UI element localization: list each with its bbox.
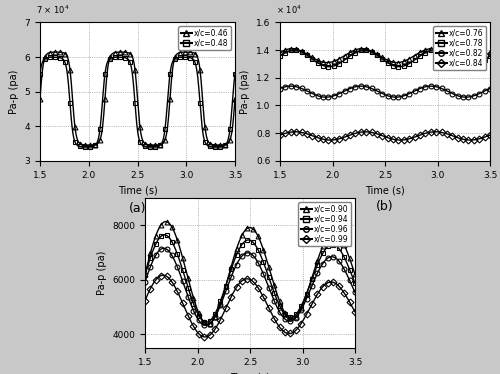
Text: $\times$ 10$^4$: $\times$ 10$^4$ — [276, 3, 301, 15]
Legend: x/c=0.90, x/c=0.94, x/c=0.96, x/c=0.99: x/c=0.90, x/c=0.94, x/c=0.96, x/c=0.99 — [298, 202, 351, 246]
Y-axis label: Pa-p (pa): Pa-p (pa) — [96, 251, 106, 295]
Legend: x/c=0.46, x/c=0.48: x/c=0.46, x/c=0.48 — [178, 26, 231, 50]
X-axis label: Time (s): Time (s) — [230, 372, 270, 374]
Y-axis label: Pa-p (pa): Pa-p (pa) — [240, 70, 250, 114]
Legend: x/c=0.76, x/c=0.78, x/c=0.82, x/c=0.84: x/c=0.76, x/c=0.78, x/c=0.82, x/c=0.84 — [433, 26, 486, 70]
Text: (b): (b) — [376, 200, 394, 212]
X-axis label: Time (s): Time (s) — [365, 185, 405, 195]
Text: (a): (a) — [129, 202, 146, 215]
Text: 7 $\times$ 10$^4$: 7 $\times$ 10$^4$ — [36, 3, 70, 15]
X-axis label: Time (s): Time (s) — [118, 185, 158, 195]
Y-axis label: Pa-p (pa): Pa-p (pa) — [9, 70, 19, 114]
